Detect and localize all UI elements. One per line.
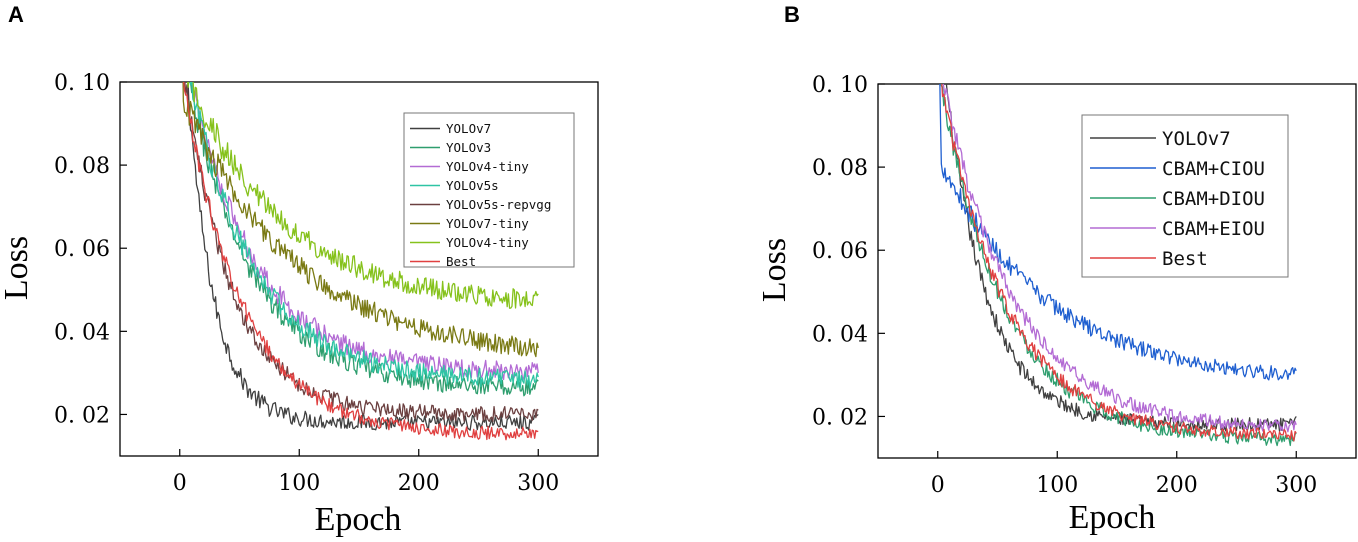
y-tick-label: 0. 06 (54, 237, 110, 262)
legend-label: YOLOv4-tiny (446, 159, 529, 174)
series-line-yolov7-tiny (182, 82, 539, 358)
legend-label: CBAM+CIOU (1162, 158, 1265, 180)
legend-label: YOLOv7 (446, 121, 491, 136)
x-tick-label: 100 (1036, 473, 1078, 498)
y-tick-label: 0. 10 (54, 71, 110, 96)
legend-label: Best (1162, 248, 1208, 270)
legend-label: YOLOv7-tiny (446, 216, 529, 231)
panel-a: A 0. 02 0. 04 0. 06 0. 08 0. 10 0 100 200 300 Y… (0, 2, 599, 538)
series-line-yolov5s-repvgg (184, 82, 539, 423)
legend-label: CBAM+DIOU (1162, 188, 1265, 210)
legend-label: CBAM+EIOU (1162, 218, 1265, 240)
y-tick-label: 0. 04 (54, 320, 110, 345)
panel-b-y-axis-title: Loss (756, 238, 793, 302)
legend-label: YOLOv3 (446, 140, 491, 155)
legend-label: YOLOv4-tiny (446, 235, 529, 250)
panel-b: B 0. 02 0. 04 0. 06 0. 08 0. 10 0 100 200 300 Y… (756, 2, 1357, 536)
x-tick-label: 100 (278, 471, 320, 496)
panel-b-plot-frame (877, 83, 1357, 459)
panel-b-letter: B (784, 2, 800, 27)
legend-box (1081, 114, 1289, 278)
x-tick-label: 200 (398, 471, 440, 496)
series-line-yolov5s (189, 82, 539, 389)
series-line-best (941, 84, 1297, 442)
legend-label: YOLOv5s-repvgg (446, 197, 551, 212)
series-line-yolov4-tiny (187, 82, 539, 309)
legend-label: Best (446, 254, 476, 269)
series-line-cbam-eiou (942, 84, 1297, 433)
series-line-cbam-diou (940, 84, 1297, 447)
x-tick-label: 200 (1156, 473, 1198, 498)
x-tick-label: 300 (517, 471, 559, 496)
panel-a-x-axis-title: Epoch (315, 501, 402, 538)
x-tick-label: 0 (173, 471, 187, 496)
panel-a-letter: A (8, 2, 24, 27)
panel-a-plot-frame (119, 81, 599, 457)
y-tick-label: 0. 04 (812, 322, 868, 347)
series-line-best (183, 82, 539, 441)
legend-box (403, 112, 575, 268)
y-tick-label: 0. 08 (54, 154, 110, 179)
y-tick-label: 0. 08 (812, 156, 868, 181)
x-tick-label: 300 (1275, 473, 1317, 498)
panel-b-x-axis-title: Epoch (1069, 499, 1156, 536)
y-tick-label: 0. 02 (54, 403, 110, 428)
x-tick-label: 0 (931, 473, 945, 498)
y-tick-label: 0. 10 (812, 73, 868, 98)
y-tick-label: 0. 02 (812, 405, 868, 430)
legend-label: YOLOv7 (1162, 128, 1231, 150)
series-line-yolov4-tiny (191, 82, 539, 381)
y-tick-label: 0. 06 (812, 239, 868, 264)
panel-a-y-axis-title: Loss (0, 236, 35, 300)
legend-label: YOLOv5s (446, 178, 499, 193)
